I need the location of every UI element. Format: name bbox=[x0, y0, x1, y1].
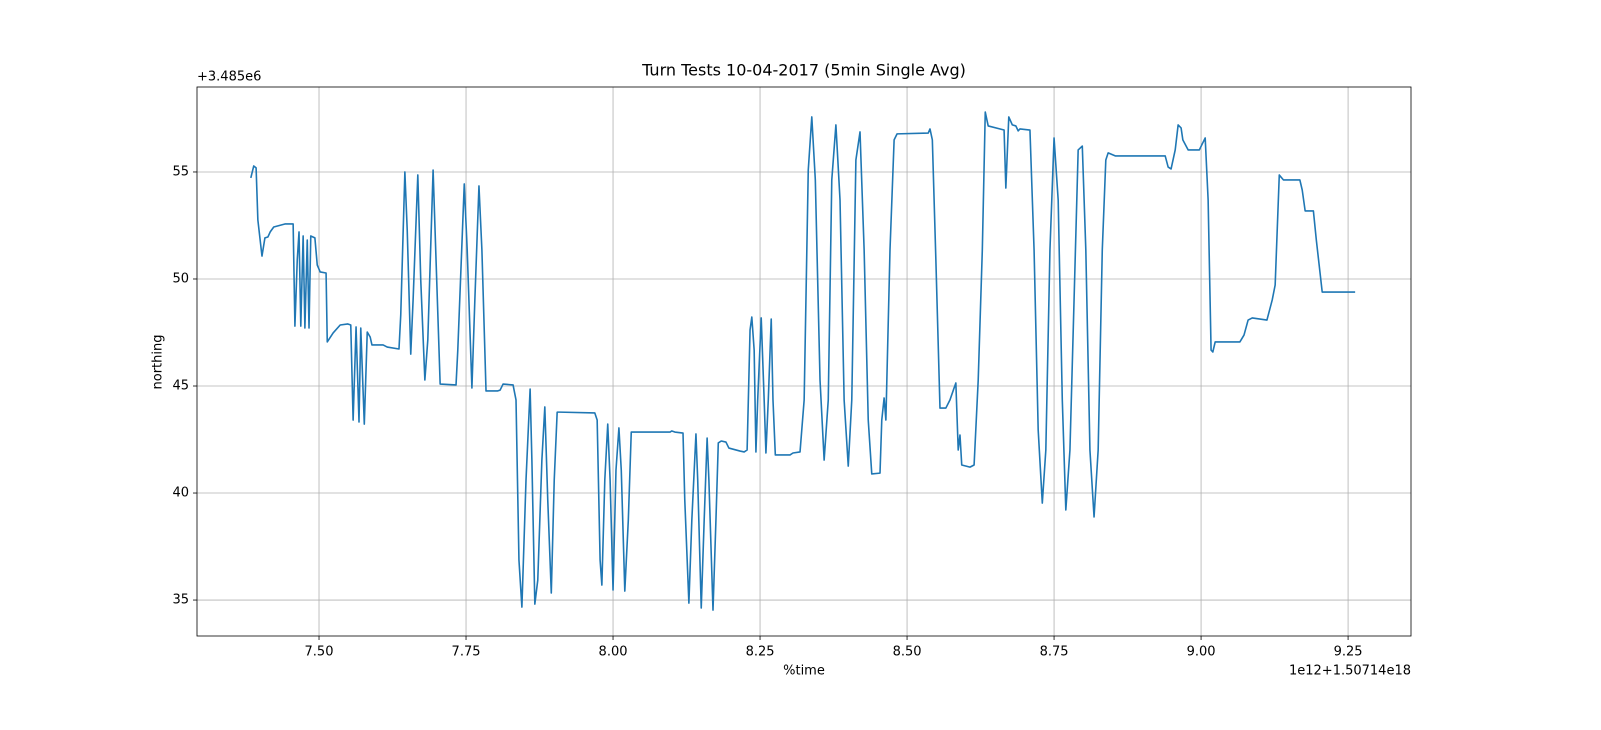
x-tick-label: 9.25 bbox=[1334, 645, 1363, 660]
x-tick-label: 8.25 bbox=[746, 645, 775, 660]
y-tick-label: 35 bbox=[172, 593, 189, 608]
y-offset-text: +3.485e6 bbox=[197, 70, 261, 85]
y-tick-label: 45 bbox=[172, 379, 189, 394]
x-tick-label: 8.00 bbox=[599, 645, 628, 660]
plot-frame bbox=[196, 86, 1412, 637]
x-axis-label: %time bbox=[783, 664, 825, 679]
x-tick-label: 7.50 bbox=[305, 645, 334, 660]
x-tick-label: 7.75 bbox=[452, 645, 481, 660]
x-tick-label: 8.50 bbox=[893, 645, 922, 660]
chart-title: Turn Tests 10-04-2017 (5min Single Avg) bbox=[641, 61, 966, 80]
x-offset-text: 1e12+1.50714e18 bbox=[1289, 664, 1411, 679]
x-tick-label: 8.75 bbox=[1040, 645, 1069, 660]
data-line bbox=[250, 111, 1356, 611]
y-tick-label: 40 bbox=[172, 486, 189, 501]
x-tick-label: 9.00 bbox=[1187, 645, 1216, 660]
y-tick-label: 55 bbox=[172, 164, 189, 179]
y-tick-label: 50 bbox=[172, 271, 189, 286]
y-axis-label: northing bbox=[151, 335, 166, 390]
